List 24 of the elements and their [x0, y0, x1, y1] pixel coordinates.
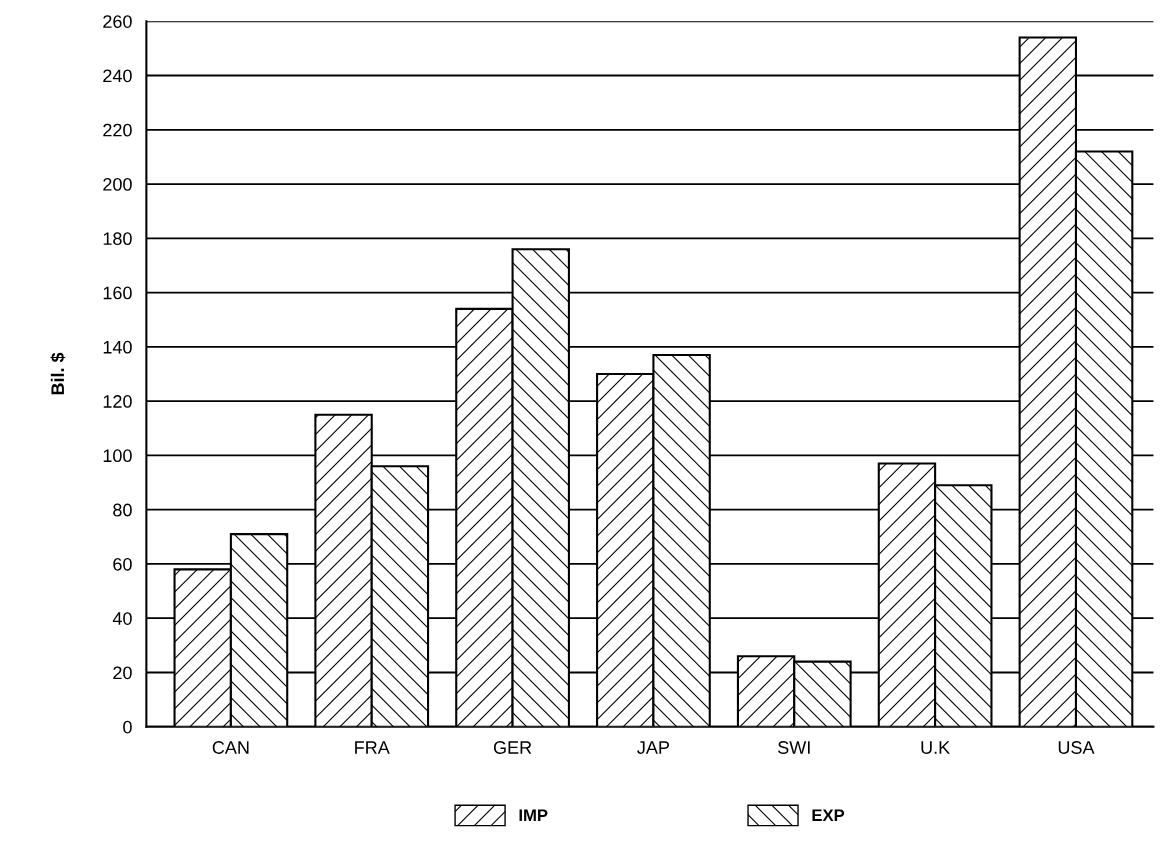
y-tick-label: 220 — [103, 123, 132, 137]
x-tick-label: FRA — [355, 741, 390, 754]
y-tick-label: 0 — [123, 720, 132, 734]
y-tick-label: 260 — [103, 15, 132, 28]
x-tick-label: CAN — [212, 741, 249, 754]
x-tick-label: GER — [493, 741, 532, 754]
y-tick-label: 240 — [103, 69, 132, 83]
y-tick-label: 60 — [113, 557, 132, 571]
y-tick-label: 100 — [103, 449, 132, 463]
x-tick-label: SWI — [778, 741, 810, 754]
x-tick-label: U.K — [921, 741, 950, 754]
y-tick-label: 180 — [103, 232, 132, 246]
y-tick-label: 80 — [113, 503, 132, 517]
y-tick-label: 40 — [112, 612, 132, 625]
y-tick-label: 160 — [103, 286, 132, 300]
legend-label: EXP — [812, 809, 845, 821]
x-tick-label: JAP — [637, 741, 670, 754]
y-axis-title: Bil. $ — [50, 352, 66, 395]
y-tick-label: 200 — [103, 177, 132, 191]
legend-label: IMP — [519, 809, 548, 821]
y-tick-label: 120 — [103, 395, 132, 408]
y-tick-label: 20 — [113, 666, 132, 680]
x-tick-label: USA — [1058, 741, 1095, 754]
y-tick-label: 140 — [103, 340, 132, 354]
